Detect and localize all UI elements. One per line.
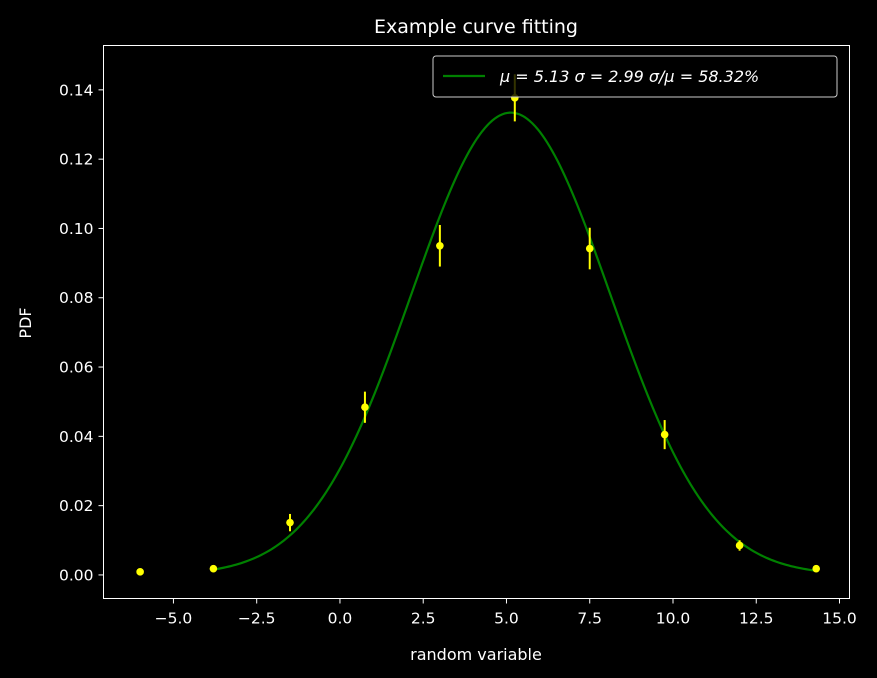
x-tick-label: 15.0 xyxy=(822,610,857,628)
data-point xyxy=(136,568,144,576)
y-tick-label: 0.04 xyxy=(59,428,94,446)
y-tick-label: 0.12 xyxy=(59,151,94,169)
data-point xyxy=(660,430,669,439)
data-point xyxy=(361,403,369,412)
y-axis: 0.00 0.02 0.04 0.06 0.08 0.10 0.12 0.14 xyxy=(59,81,104,584)
y-tick-label: 0.10 xyxy=(59,220,94,238)
x-tick-label: −2.5 xyxy=(238,610,276,628)
x-tick-label: 12.5 xyxy=(739,610,774,628)
x-tick-label: 10.0 xyxy=(656,610,691,628)
x-tick-label: 0.0 xyxy=(328,610,353,628)
data-point xyxy=(585,244,594,253)
y-tick-label: 0.00 xyxy=(59,566,94,584)
x-tick-label: −5.0 xyxy=(155,610,193,628)
data-point xyxy=(812,564,820,573)
data-point xyxy=(286,518,294,527)
y-tick-label: 0.06 xyxy=(59,359,94,377)
y-tick-label: 0.02 xyxy=(59,497,94,515)
x-tick-label: 7.5 xyxy=(577,610,602,628)
legend: μ = 5.13 σ = 2.99 σ/μ = 58.32% xyxy=(432,55,838,98)
y-axis-label: PDF xyxy=(16,307,35,338)
x-axis: −5.0 −2.5 0.0 2.5 5.0 7.5 10.0 12.5 15.0 xyxy=(155,598,857,628)
data-point xyxy=(735,541,744,550)
data-point xyxy=(209,564,218,573)
y-tick-label: 0.08 xyxy=(59,289,94,307)
axes-frame xyxy=(103,45,850,599)
data-point xyxy=(436,241,444,250)
y-tick-label: 0.14 xyxy=(59,81,94,99)
x-axis-label: random variable xyxy=(410,645,542,664)
legend-box xyxy=(432,55,838,98)
legend-label: μ = 5.13 σ = 2.99 σ/μ = 58.32% xyxy=(499,67,759,86)
x-tick-label: 2.5 xyxy=(411,610,436,628)
chart-title: Example curve fitting xyxy=(374,16,578,38)
x-tick-label: 5.0 xyxy=(494,610,519,628)
